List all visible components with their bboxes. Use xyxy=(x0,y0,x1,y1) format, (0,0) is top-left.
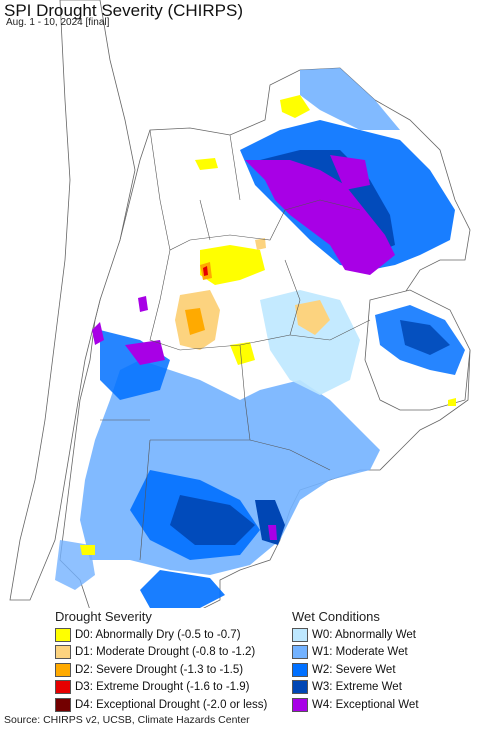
legend-label-d4: D4: Exceptional Drought (-2.0 or less) xyxy=(75,698,268,711)
legend-item-d1: D1: Moderate Drought (-0.8 to -1.2) xyxy=(55,644,267,662)
legend-swatch-d4 xyxy=(55,697,71,712)
legend-item-w1: W1: Moderate Wet xyxy=(292,644,419,662)
legend-item-d0: D0: Abnormally Dry (-0.5 to -0.7) xyxy=(55,626,267,644)
legend-swatch-d1 xyxy=(55,645,71,660)
wet-legend-heading: Wet Conditions xyxy=(292,609,380,624)
legend-swatch-d0 xyxy=(55,627,71,642)
drought-map xyxy=(9,0,471,610)
legend-label-w4: W4: Exceptional Wet xyxy=(312,698,419,711)
legend-label-w2: W2: Severe Wet xyxy=(312,663,396,676)
drought-areas xyxy=(80,95,456,555)
map-subtitle: Aug. 1 - 10, 2024 [final] xyxy=(6,17,110,28)
wet-areas xyxy=(55,68,465,608)
legend-item-w3: W3: Extreme Wet xyxy=(292,679,419,697)
province-borders xyxy=(100,129,371,561)
legend-swatch-w2 xyxy=(292,662,308,677)
legend-label-d3: D3: Extreme Drought (-1.6 to -1.9) xyxy=(75,681,250,694)
legend-swatch-w4 xyxy=(292,697,308,712)
map-title: SPI Drought Severity (CHIRPS) xyxy=(4,1,244,20)
legend-swatch-d2 xyxy=(55,662,71,677)
legend: Drought Severity D0: Abnormally Dry (-0.… xyxy=(0,608,480,712)
legend-item-d4: D4: Exceptional Drought (-2.0 or less) xyxy=(55,696,267,714)
chile-land xyxy=(9,0,136,601)
legend-swatch-w1 xyxy=(292,645,308,660)
legend-item-w2: W2: Severe Wet xyxy=(292,661,419,679)
legend-item-w4: W4: Exceptional Wet xyxy=(292,696,419,714)
legend-swatch-w0 xyxy=(292,627,308,642)
legend-swatch-d3 xyxy=(55,680,71,695)
wet-legend: Wet Conditions W0: Abnormally Wet W1: Mo… xyxy=(292,608,419,714)
legend-swatch-w3 xyxy=(292,680,308,695)
drought-legend-heading: Drought Severity xyxy=(55,609,152,624)
legend-item-d2: D2: Severe Drought (-1.3 to -1.5) xyxy=(55,661,267,679)
legend-label-d2: D2: Severe Drought (-1.3 to -1.5) xyxy=(75,663,244,676)
legend-item-w0: W0: Abnormally Wet xyxy=(292,626,419,644)
legend-label-w0: W0: Abnormally Wet xyxy=(312,628,416,641)
source-credit: Source: CHIRPS v2, UCSB, Climate Hazards… xyxy=(4,714,250,726)
legend-label-d0: D0: Abnormally Dry (-0.5 to -0.7) xyxy=(75,628,241,641)
legend-label-w3: W3: Extreme Wet xyxy=(312,681,402,694)
legend-label-w1: W1: Moderate Wet xyxy=(312,646,408,659)
legend-label-d1: D1: Moderate Drought (-0.8 to -1.2) xyxy=(75,646,256,659)
drought-legend: Drought Severity D0: Abnormally Dry (-0.… xyxy=(55,608,267,714)
legend-item-d3: D3: Extreme Drought (-1.6 to -1.9) xyxy=(55,679,267,697)
